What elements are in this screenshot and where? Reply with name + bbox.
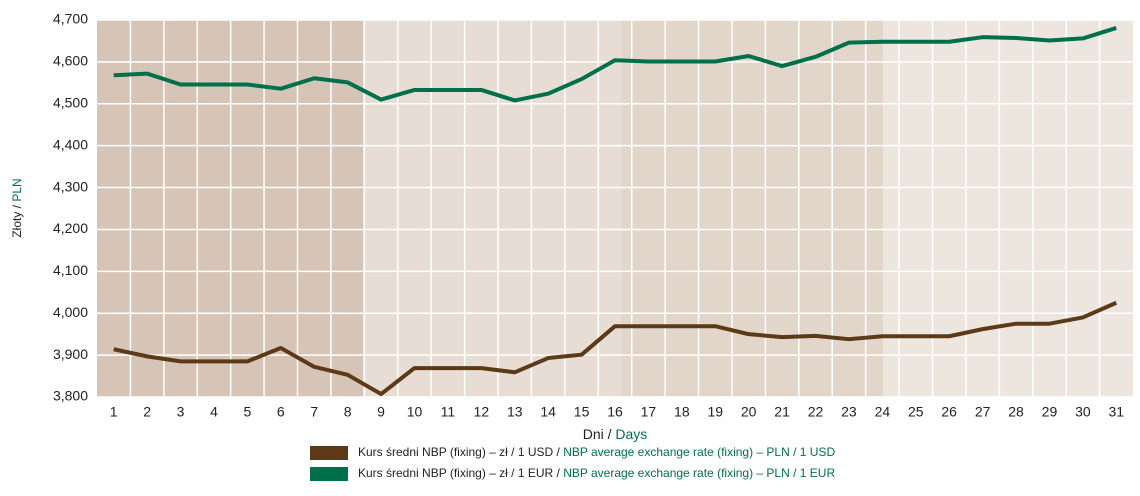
y-tick-label: 4,700 xyxy=(53,11,88,27)
x-tick-label: 15 xyxy=(574,404,590,420)
x-tick-label: 12 xyxy=(474,404,490,420)
legend-label: Kurs średni NBP (fixing) – zł / 1 EUR / … xyxy=(358,466,835,480)
y-tick-label: 4,400 xyxy=(53,136,88,152)
x-tick-label: 17 xyxy=(641,404,657,420)
y-tick-label: 4,100 xyxy=(53,262,88,278)
band xyxy=(883,20,1133,397)
x-tick-label: 4 xyxy=(210,404,218,420)
x-tick-label: 7 xyxy=(310,404,318,420)
x-tick-label: 25 xyxy=(908,404,924,420)
x-tick-label: 30 xyxy=(1075,404,1091,420)
y-tick-label: 4,300 xyxy=(53,178,88,194)
series-line xyxy=(113,300,1118,397)
band xyxy=(363,20,622,397)
x-tick-label: 10 xyxy=(407,404,423,420)
legend-label-pl: Kurs średni NBP (fixing) – zł / 1 EUR / xyxy=(358,466,561,480)
x-tick-label: 26 xyxy=(941,404,957,420)
x-tick-label: 23 xyxy=(841,404,857,420)
legend-label-en: NBP average exchange rate (fixing) – PLN… xyxy=(563,445,835,459)
x-tick-label: 16 xyxy=(607,404,623,420)
x-tick-label: 22 xyxy=(808,404,824,420)
x-axis-title: Dni / Days xyxy=(583,426,648,442)
y-tick-label: 3,900 xyxy=(53,346,88,362)
series-line xyxy=(113,26,1117,103)
y-axis-title: Złoty / PLN xyxy=(10,178,24,237)
legend-label-pl: Kurs średni NBP (fixing) – zł / 1 USD / xyxy=(358,445,561,459)
legend-swatch xyxy=(310,446,348,460)
legend-swatch xyxy=(310,467,348,481)
x-tick-label: 5 xyxy=(243,404,251,420)
x-tick-label: 18 xyxy=(674,404,690,420)
x-tick-label: 3 xyxy=(177,404,185,420)
x-tick-label: 24 xyxy=(875,404,891,420)
x-tick-label: 9 xyxy=(377,404,385,420)
x-tick-label: 6 xyxy=(277,404,285,420)
x-tick-label: 1 xyxy=(110,404,118,420)
x-tick-label: 8 xyxy=(344,404,352,420)
y-tick-label: 4,200 xyxy=(53,220,88,236)
x-tick-label: 19 xyxy=(707,404,723,420)
x-tick-label: 11 xyxy=(441,404,456,420)
x-tick-label: 31 xyxy=(1109,404,1125,420)
x-tick-label: 14 xyxy=(540,404,556,420)
y-tick-label: 4,000 xyxy=(53,304,88,320)
x-tick-label: 21 xyxy=(774,404,790,420)
x-tick-label: 13 xyxy=(507,404,523,420)
legend-label-en: NBP average exchange rate (fixing) – PLN… xyxy=(563,466,835,480)
x-tick-label: 2 xyxy=(143,404,151,420)
y-tick-label: 3,800 xyxy=(53,388,88,404)
y-tick-label: 4,500 xyxy=(53,94,88,110)
x-tick-label: 27 xyxy=(975,404,991,420)
legend-label: Kurs średni NBP (fixing) – zł / 1 USD / … xyxy=(358,445,835,459)
x-tick-label: 29 xyxy=(1042,404,1058,420)
x-tick-label: 28 xyxy=(1008,404,1024,420)
x-tick-label: 20 xyxy=(741,404,757,420)
y-tick-label: 4,600 xyxy=(53,53,88,69)
